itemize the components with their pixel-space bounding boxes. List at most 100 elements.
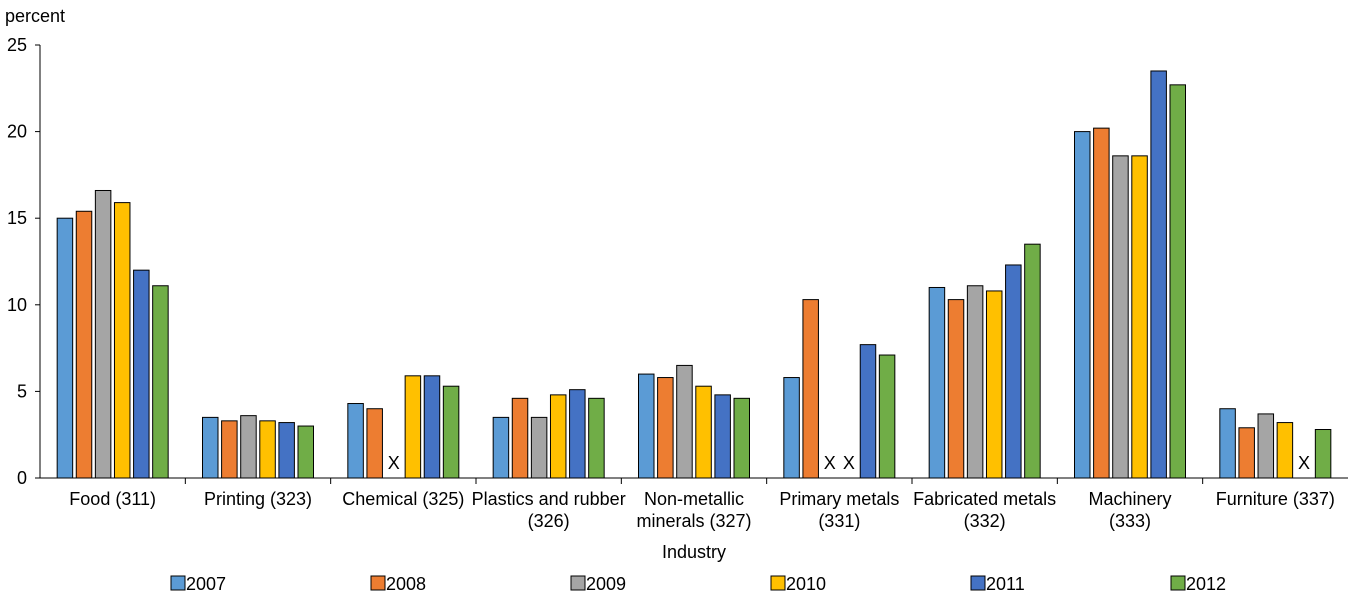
bar-2011 bbox=[1150, 70, 1167, 479]
x-tick-label-line: Food (311) bbox=[69, 489, 156, 509]
missing-value-marker: X bbox=[1298, 453, 1310, 473]
bar-2010 bbox=[113, 202, 131, 479]
legend-item: 2008 bbox=[370, 574, 426, 594]
y-tick-label: 25 bbox=[7, 35, 27, 55]
legend-swatch bbox=[370, 575, 386, 591]
bar-2008 bbox=[366, 408, 383, 479]
missing-value-marker: X bbox=[843, 453, 855, 473]
bar-2011 bbox=[714, 394, 731, 479]
x-tick-label: Chemical (325) bbox=[342, 489, 464, 509]
bar-2007 bbox=[1219, 408, 1236, 479]
bar-2010 bbox=[985, 290, 1003, 479]
x-tick-label: Food (311) bbox=[69, 489, 156, 509]
x-tick-label-line: Machinery bbox=[1088, 489, 1171, 509]
x-tick-label: Machinery (333) bbox=[1088, 489, 1171, 531]
legend: 2007 2008 2009 2010 2011 2012 bbox=[170, 574, 1226, 594]
bar-2009 bbox=[1112, 155, 1129, 479]
x-tick-label-line: Primary metals bbox=[779, 489, 899, 509]
bar-2012 bbox=[878, 354, 896, 479]
bar-2011 bbox=[278, 422, 295, 479]
bar-2012 bbox=[733, 397, 750, 479]
x-tick-label-line: Fabricated metals bbox=[913, 489, 1056, 509]
bar-2012 bbox=[152, 285, 169, 479]
x-tick-label-line: Furniture (337) bbox=[1216, 489, 1335, 509]
legend-swatch bbox=[570, 575, 586, 591]
x-tick-label-line: (326) bbox=[528, 511, 570, 531]
x-tick-label: Furniture (337) bbox=[1216, 489, 1335, 509]
bar-2007 bbox=[492, 416, 510, 479]
y-tick-label: 15 bbox=[7, 208, 27, 228]
bar-2007 bbox=[347, 403, 364, 479]
x-tick-label: Printing (323) bbox=[204, 489, 312, 509]
bar-2010 bbox=[695, 385, 712, 479]
x-tick-label-line: minerals (327) bbox=[636, 511, 751, 531]
x-tick-label: Non-metallic minerals (327) bbox=[636, 489, 751, 531]
bar-2011 bbox=[569, 389, 586, 479]
legend-label: 2009 bbox=[586, 574, 626, 594]
bar-2012 bbox=[1024, 243, 1041, 479]
missing-value-marker: X bbox=[388, 453, 400, 473]
bar-2011 bbox=[1005, 264, 1022, 479]
x-tick-label-line: Plastics and rubber bbox=[472, 489, 626, 509]
legend-label: 2008 bbox=[386, 574, 426, 594]
legend-label: 2007 bbox=[186, 574, 226, 594]
bar-2007 bbox=[638, 373, 655, 479]
bar-2011 bbox=[859, 344, 877, 479]
bar-2010 bbox=[1131, 155, 1148, 479]
bar-2012 bbox=[1169, 84, 1186, 479]
bar-2009 bbox=[1257, 413, 1275, 479]
bar-2007 bbox=[783, 377, 800, 479]
legend-item: 2007 bbox=[170, 574, 226, 594]
bar-2009 bbox=[966, 285, 984, 479]
bar-2008 bbox=[511, 397, 529, 479]
x-axis: Food (311) Printing (323) Chemical (325) Pl… bbox=[40, 477, 1348, 531]
legend-item: 2010 bbox=[770, 574, 826, 594]
x-tick-label: Plastics and rubber (326) bbox=[472, 489, 626, 531]
x-tick-label-line: (331) bbox=[818, 511, 860, 531]
y-tick-label: 5 bbox=[17, 381, 27, 401]
legend-label: 2010 bbox=[786, 574, 826, 594]
bar-2012 bbox=[442, 385, 460, 479]
bar-2008 bbox=[221, 420, 238, 479]
y-tick-label: 10 bbox=[7, 295, 27, 315]
y-tick-label: 0 bbox=[17, 468, 27, 488]
y-axis: 0 5 10 15 20 25 bbox=[7, 35, 41, 488]
bar-2009 bbox=[676, 364, 693, 479]
bar-2009 bbox=[94, 189, 112, 479]
bar-2008 bbox=[1238, 427, 1255, 479]
bar-2007 bbox=[928, 286, 946, 479]
bar-2008 bbox=[947, 299, 965, 479]
legend-item: 2011 bbox=[970, 574, 1025, 594]
bar-2007 bbox=[202, 416, 219, 479]
legend-item: 2009 bbox=[570, 574, 626, 594]
bar-2011 bbox=[423, 375, 441, 479]
legend-swatch bbox=[970, 575, 986, 591]
x-tick-label: Fabricated metals (332) bbox=[913, 489, 1056, 531]
bar-2009 bbox=[240, 415, 257, 479]
bar-2010 bbox=[1276, 422, 1294, 479]
x-tick-label-line: Printing (323) bbox=[204, 489, 312, 509]
bar-2010 bbox=[549, 394, 567, 479]
legend-label: 2011 bbox=[986, 574, 1025, 594]
bar-2008 bbox=[657, 377, 674, 479]
bar-2012 bbox=[1314, 429, 1332, 479]
legend-swatch bbox=[770, 575, 786, 591]
bar-2007 bbox=[56, 217, 74, 479]
x-tick-label-line: (333) bbox=[1109, 511, 1151, 531]
bar-2009 bbox=[530, 416, 548, 479]
y-axis-label: percent bbox=[5, 6, 65, 26]
bar-2011 bbox=[133, 269, 150, 479]
x-tick-label: Primary metals (331) bbox=[779, 489, 899, 531]
x-tick-label-line: Non-metallic bbox=[644, 489, 744, 509]
x-tick-label-line: (332) bbox=[964, 511, 1006, 531]
bar-2012 bbox=[297, 425, 314, 479]
legend-item: 2012 bbox=[1170, 574, 1226, 594]
bar-2008 bbox=[1093, 127, 1110, 479]
x-tick-label-line: Chemical (325) bbox=[342, 489, 464, 509]
bar-2012 bbox=[588, 397, 605, 479]
legend-swatch bbox=[170, 575, 186, 591]
legend-swatch bbox=[1170, 575, 1186, 591]
bar-2008 bbox=[802, 299, 819, 479]
